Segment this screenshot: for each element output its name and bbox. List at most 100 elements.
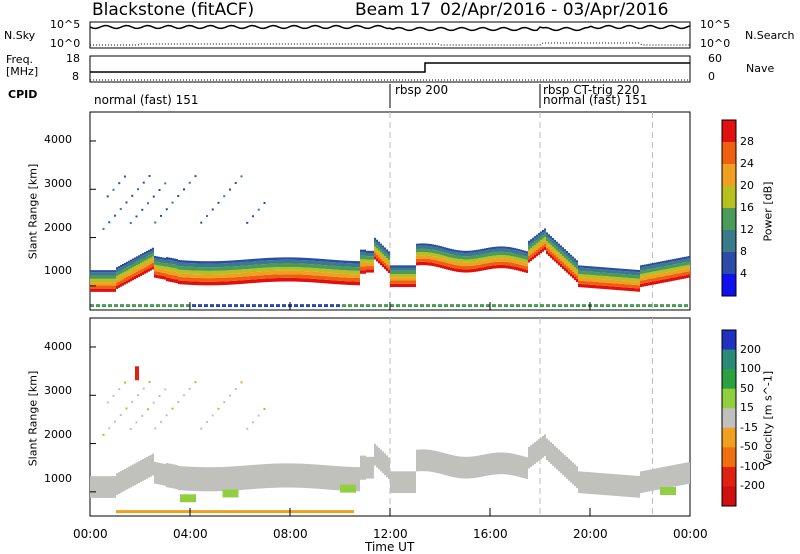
velocity-cell xyxy=(228,466,230,491)
power-cell xyxy=(180,262,182,267)
power-cell xyxy=(280,267,282,271)
power-cell xyxy=(258,264,260,269)
power-cell xyxy=(338,280,340,285)
power-cell xyxy=(208,274,210,279)
power-cell xyxy=(632,271,634,275)
power-cell xyxy=(396,267,398,271)
power-cell xyxy=(528,259,530,263)
power-cell xyxy=(424,252,426,256)
velocity-cell xyxy=(158,462,160,485)
power-cell xyxy=(230,273,232,278)
power-cell xyxy=(94,282,96,286)
power-cell xyxy=(610,286,612,290)
power-cell xyxy=(532,249,534,253)
power-cell xyxy=(562,247,564,250)
power-cell xyxy=(560,250,562,255)
velocity-cell xyxy=(670,465,672,488)
power-cell xyxy=(268,263,270,268)
power-cell xyxy=(320,279,322,284)
velocity-scatter-cell xyxy=(211,414,214,417)
velocity-scatter-cell xyxy=(246,427,249,430)
power-cell xyxy=(578,274,580,278)
power-cell xyxy=(378,241,380,244)
power-cell xyxy=(378,256,380,261)
power-cell xyxy=(346,260,348,264)
power-cell xyxy=(450,267,452,271)
power-cell xyxy=(546,247,548,251)
power-cell xyxy=(108,270,110,273)
power-cell xyxy=(486,247,488,251)
velocity-cell xyxy=(420,449,422,472)
power-cell xyxy=(158,275,160,279)
power-cell xyxy=(416,255,418,259)
velocity-ground-cell xyxy=(320,510,322,514)
power-cell xyxy=(140,262,142,267)
velocity-cell xyxy=(642,470,644,493)
power-cell xyxy=(276,274,278,279)
velocity-colorbar-tick: -100 xyxy=(740,459,765,473)
power-cell xyxy=(188,281,190,285)
power-cell xyxy=(584,284,586,288)
power-cell xyxy=(368,266,370,270)
power-cell xyxy=(628,271,630,275)
power-cell xyxy=(442,265,444,269)
power-cell xyxy=(356,270,358,275)
power-cell xyxy=(640,280,642,284)
power-cell xyxy=(220,267,222,271)
power-cell xyxy=(168,259,170,264)
power-cell xyxy=(224,274,226,278)
power-cell xyxy=(152,266,154,270)
power-cell xyxy=(526,259,528,264)
power-cell xyxy=(418,255,420,259)
power-cell xyxy=(286,263,288,268)
power-ground-cell xyxy=(552,304,554,308)
velocity-cell xyxy=(472,456,474,479)
velocity-cell xyxy=(152,453,154,476)
velocity-ground-cell xyxy=(116,510,118,514)
power-cell xyxy=(588,281,590,285)
power-ground-cell xyxy=(186,304,188,308)
power-cell xyxy=(484,260,486,264)
velocity-cell xyxy=(508,453,510,475)
power-ground-cell xyxy=(458,304,460,308)
power-cell xyxy=(148,265,150,269)
power-cell xyxy=(322,265,324,269)
velocity-cell xyxy=(354,467,356,492)
power-cell xyxy=(120,273,122,277)
power-ground-cell xyxy=(260,304,262,308)
power-cell xyxy=(354,274,356,278)
power-cell xyxy=(682,275,684,279)
power-ground-cell xyxy=(606,304,608,308)
power-cell xyxy=(630,287,632,292)
nsky-panel-frame xyxy=(89,21,691,49)
power-ground-cell xyxy=(216,304,218,308)
velocity-cell xyxy=(230,466,232,491)
power-cell xyxy=(640,283,642,288)
power-cell xyxy=(428,258,430,263)
xtick-2: 08:00 xyxy=(273,527,308,541)
power-cell xyxy=(606,286,608,290)
power-ground-cell xyxy=(246,304,248,308)
power-cell xyxy=(312,278,314,283)
power-cell xyxy=(244,280,246,284)
power-cell xyxy=(200,274,202,279)
power-cell xyxy=(266,271,268,275)
power-cell xyxy=(668,271,670,276)
power-cell xyxy=(418,262,420,266)
power-cell xyxy=(110,288,112,292)
power-cell xyxy=(338,277,340,281)
power-cell xyxy=(544,228,546,231)
velocity-cell xyxy=(272,463,274,488)
power-cell xyxy=(530,239,532,242)
velocity-cell xyxy=(626,475,628,497)
power-cell xyxy=(274,270,276,275)
power-cell xyxy=(182,269,184,274)
velocity-cell xyxy=(308,464,310,489)
power-ground-cell xyxy=(180,304,182,308)
velocity-cell xyxy=(578,471,580,494)
velocity-ground-cell xyxy=(238,510,240,514)
power-cell xyxy=(484,253,486,258)
power-cell xyxy=(274,257,276,261)
power-cell xyxy=(400,274,402,278)
velocity-scatter-cell xyxy=(171,407,174,410)
